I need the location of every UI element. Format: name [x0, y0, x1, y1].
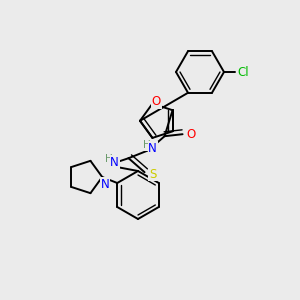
Text: N: N [110, 156, 119, 169]
Text: H: H [143, 140, 150, 150]
Text: Cl: Cl [237, 65, 249, 79]
Text: H: H [105, 154, 112, 164]
Text: N: N [101, 178, 110, 190]
Text: O: O [152, 95, 161, 108]
Text: N: N [148, 142, 157, 155]
Text: O: O [186, 128, 195, 141]
Text: S: S [149, 168, 156, 181]
